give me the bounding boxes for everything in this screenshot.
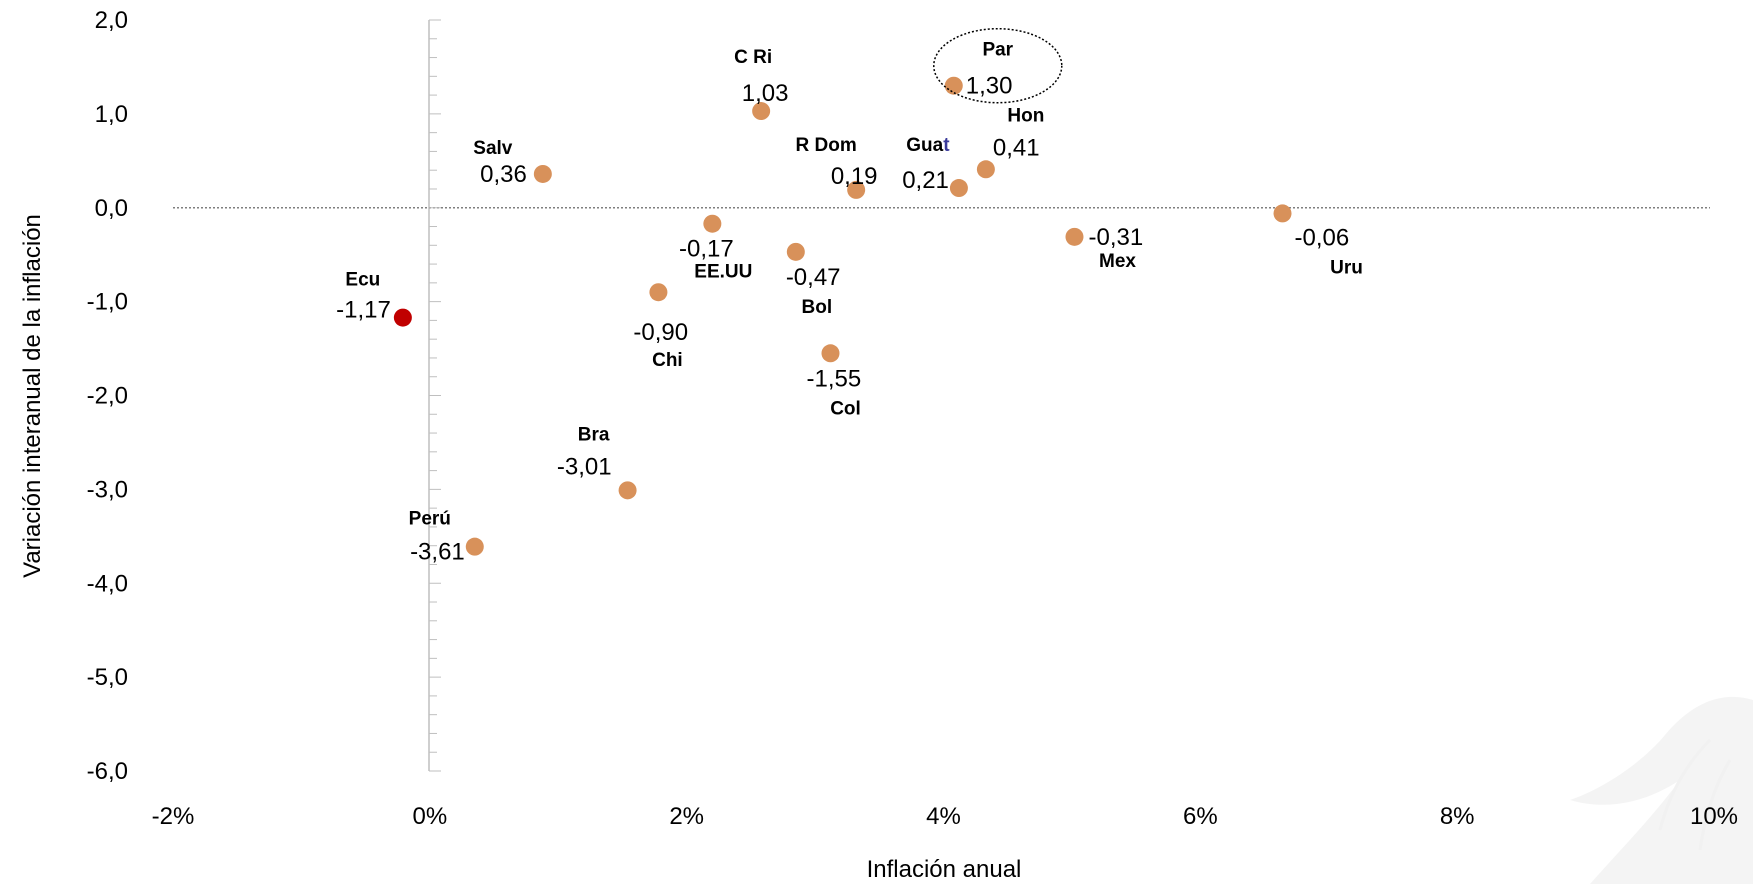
value-label: 0,41 xyxy=(993,134,1040,161)
x-tick-label: 2% xyxy=(669,803,704,830)
data-point-salv xyxy=(533,164,552,183)
data-point-col xyxy=(821,344,840,363)
data-point-mex xyxy=(1065,227,1084,246)
data-point-guat xyxy=(949,179,968,198)
country-label: Uru xyxy=(1330,257,1363,278)
value-label: -0,17 xyxy=(679,236,734,263)
y-tick-label: -2,0 xyxy=(87,383,128,410)
value-label: -3,01 xyxy=(557,453,612,480)
value-label: -0,90 xyxy=(633,319,688,346)
value-label: -1,55 xyxy=(806,365,861,392)
value-label: 1,03 xyxy=(742,80,789,107)
data-point-chi xyxy=(649,283,668,302)
data-point-par xyxy=(944,76,963,95)
country-label: Col xyxy=(830,398,861,419)
x-tick-label: 8% xyxy=(1440,803,1475,830)
y-axis-title: Variación interanual de la inflación xyxy=(19,214,46,578)
value-label: 1,30 xyxy=(966,73,1013,100)
y-tick-label: 2,0 xyxy=(95,7,128,34)
data-points xyxy=(393,76,1292,556)
value-label: -0,06 xyxy=(1295,224,1350,251)
highlight-ellipse xyxy=(933,27,1063,104)
axes xyxy=(173,20,1710,771)
country-label: Mex xyxy=(1099,251,1136,272)
value-label: -0,47 xyxy=(786,264,841,291)
data-point-hon xyxy=(976,160,995,179)
y-tick-label: 0,0 xyxy=(95,195,128,222)
country-label: Salv xyxy=(473,138,513,159)
data-point-ecu xyxy=(393,308,412,327)
value-label: 0,21 xyxy=(902,167,949,194)
country-label: Perú xyxy=(409,509,451,530)
data-point-c-ri xyxy=(752,102,771,121)
country-label: Chi xyxy=(652,350,683,371)
data-point-per- xyxy=(465,537,484,556)
watermark-eagle-decoration xyxy=(1570,696,1753,884)
country-label: Hon xyxy=(1007,105,1044,126)
country-label-part: t xyxy=(943,135,950,156)
x-tick-label: 6% xyxy=(1183,803,1218,830)
country-label: Ecu xyxy=(345,270,380,291)
axis-tick-labels: 2,0 1,0 0,0 -1,0 -2,0 -3,0 -4,0 -5,0 -6,0 -2% 0% 2%… xyxy=(87,7,1738,830)
y-tick-label: -6,0 xyxy=(87,758,128,785)
country-label: Bra xyxy=(578,424,610,445)
value-label: -1,17 xyxy=(336,297,391,324)
country-label: Bol xyxy=(802,297,833,318)
country-label: Guat xyxy=(906,135,950,156)
country-label: Par xyxy=(982,40,1013,61)
x-tick-label: 10% xyxy=(1690,803,1738,830)
y-tick-label: -1,0 xyxy=(87,289,128,316)
country-label: EE.UU xyxy=(694,262,752,283)
country-label: R Dom xyxy=(796,135,857,156)
data-point-uru xyxy=(1273,204,1292,223)
axis-ticks xyxy=(429,19,441,772)
x-axis-title: Inflación anual xyxy=(867,856,1022,883)
value-label: -3,61 xyxy=(410,539,465,566)
data-point-bol xyxy=(786,242,805,261)
y-tick-label: -3,0 xyxy=(87,476,128,503)
data-point-bra xyxy=(618,481,637,500)
y-tick-label: 1,0 xyxy=(95,101,128,128)
x-tick-label: -2% xyxy=(152,803,195,830)
x-tick-label: 4% xyxy=(926,803,961,830)
y-tick-label: -5,0 xyxy=(87,664,128,691)
data-point-r-dom xyxy=(847,180,866,199)
data-point-ee-uu xyxy=(703,214,722,233)
country-label: C Ri xyxy=(734,47,772,68)
x-tick-label: 0% xyxy=(412,803,447,830)
value-label: -0,31 xyxy=(1088,224,1143,251)
value-label: 0,36 xyxy=(480,161,527,188)
value-label: 0,19 xyxy=(831,163,878,190)
y-tick-label: -4,0 xyxy=(87,570,128,597)
country-label-part: Gua xyxy=(906,135,943,156)
